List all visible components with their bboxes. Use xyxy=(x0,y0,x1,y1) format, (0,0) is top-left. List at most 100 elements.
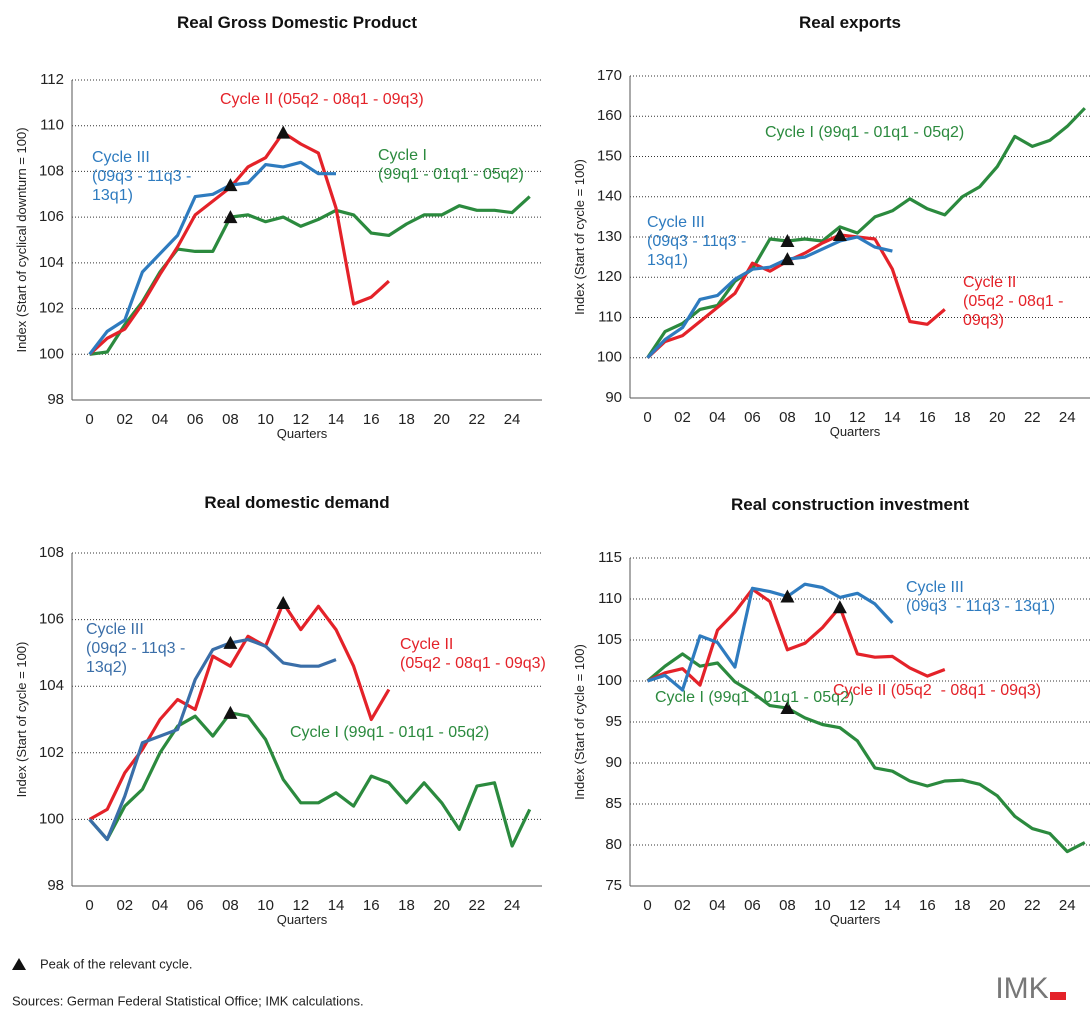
peak-marker xyxy=(223,210,238,224)
series-label-box: Cycle II (05q2 - 08q1 - 09q3) xyxy=(963,274,1064,329)
x-tick-label: 10 xyxy=(257,897,274,914)
x-tick-label: 16 xyxy=(919,409,936,426)
y-tick-label: 100 xyxy=(597,672,622,689)
x-tick-label: 14 xyxy=(328,897,345,914)
series-label: Cycle II (05q2 - 08q1 - 09q3) xyxy=(833,682,1042,699)
series-label: Cycle III (09q3 - 11q3 - 13q1) xyxy=(906,579,1056,615)
x-tick-label: 12 xyxy=(849,409,866,426)
x-axis-label: Quarters xyxy=(830,912,881,927)
y-tick-label: 85 xyxy=(605,795,622,812)
y-tick-label: 100 xyxy=(39,810,64,827)
x-tick-label: 22 xyxy=(469,411,486,428)
y-tick-label: 106 xyxy=(39,208,64,225)
peak-marker xyxy=(223,705,238,719)
y-tick-label: 150 xyxy=(597,147,622,164)
x-tick-label: 20 xyxy=(989,897,1006,914)
y-tick-label: 130 xyxy=(597,228,622,245)
x-tick-label: 10 xyxy=(814,409,831,426)
x-tick-label: 04 xyxy=(152,897,169,914)
y-tick-label: 95 xyxy=(605,713,622,730)
logo-mark xyxy=(1050,992,1066,1000)
y-tick-label: 110 xyxy=(40,117,64,134)
x-tick-label: 18 xyxy=(398,897,415,914)
x-tick-label: 08 xyxy=(222,897,239,914)
peak-marker xyxy=(780,589,795,603)
x-tick-label: 22 xyxy=(1024,897,1041,914)
series-label-box: Cycle III (09q3 - 11q3 - 13q1) xyxy=(647,214,746,269)
x-tick-label: 22 xyxy=(469,897,486,914)
x-axis-label: Quarters xyxy=(277,426,328,441)
peak-marker xyxy=(780,701,795,715)
series-line xyxy=(646,107,1086,359)
y-tick-label: 90 xyxy=(605,754,622,771)
source: Sources: German Federal Statistical Offi… xyxy=(12,993,364,1008)
note: Peak of the relevant cycle. xyxy=(40,956,192,971)
y-tick-label: 80 xyxy=(605,836,622,853)
series-line xyxy=(89,195,531,356)
series-line xyxy=(647,582,894,692)
series-line xyxy=(646,587,946,687)
x-tick-label: 02 xyxy=(674,897,691,914)
y-tick-label: 115 xyxy=(598,549,622,566)
peak-marker xyxy=(223,178,238,192)
y-tick-label: 90 xyxy=(605,389,622,406)
chart-title: Real exports xyxy=(799,13,901,32)
x-tick-label: 16 xyxy=(363,411,380,428)
chart-title: Real construction investment xyxy=(731,495,969,514)
x-tick-label: 04 xyxy=(709,897,726,914)
series-line xyxy=(646,235,893,359)
y-axis-label: Index (Start of cycle = 100) xyxy=(572,644,587,800)
x-tick-label: 10 xyxy=(814,897,831,914)
x-tick-label: 08 xyxy=(779,409,796,426)
peak-marker xyxy=(223,635,238,649)
series-label: Cycle III (09q2 - 11q3 - 13q2) xyxy=(86,621,186,676)
x-tick-label: 18 xyxy=(954,409,971,426)
y-tick-label: 98 xyxy=(47,877,64,894)
y-tick-label: 105 xyxy=(597,631,622,648)
y-tick-label: 120 xyxy=(597,268,622,285)
x-tick-label: 20 xyxy=(433,897,450,914)
series-line xyxy=(88,638,337,841)
y-tick-label: 170 xyxy=(597,67,622,84)
series-line xyxy=(88,131,390,356)
y-axis-label: Index (Start of cycle = 100) xyxy=(14,642,29,798)
x-tick-label: 14 xyxy=(884,409,901,426)
x-tick-label: 02 xyxy=(116,411,133,428)
y-tick-label: 98 xyxy=(47,391,64,408)
y-tick-label: 160 xyxy=(597,107,622,124)
series-label: Cycle I (99q1 - 01q1 - 05q2) xyxy=(655,689,855,706)
series-label-box: Cycle I (99q1 - 01q1 - 05q2) xyxy=(765,124,965,141)
peak-marker xyxy=(276,595,291,609)
peak-marker xyxy=(780,252,795,266)
x-tick-label: 12 xyxy=(292,897,309,914)
series-label: Cycle I (99q1 - 01q1 - 05q2) xyxy=(378,147,524,183)
x-tick-label: 02 xyxy=(674,409,691,426)
x-tick-label: 08 xyxy=(779,897,796,914)
x-tick-label: 24 xyxy=(1059,897,1076,914)
x-tick-label: 10 xyxy=(257,411,274,428)
y-tick-label: 104 xyxy=(39,254,64,271)
y-tick-label: 112 xyxy=(40,71,64,88)
x-tick-label: 08 xyxy=(222,411,239,428)
x-tick-label: 16 xyxy=(363,897,380,914)
series-label-box: Cycle III (09q2 - 11q3 - 13q2) xyxy=(86,621,186,676)
x-tick-label: 24 xyxy=(504,411,521,428)
x-tick-label: 02 xyxy=(116,897,133,914)
x-tick-label: 14 xyxy=(884,897,901,914)
peak-marker xyxy=(832,600,847,614)
y-tick-label: 100 xyxy=(39,345,64,362)
x-tick-label: 06 xyxy=(187,411,204,428)
x-tick-label: 06 xyxy=(744,409,761,426)
x-tick-label: 0 xyxy=(643,409,651,426)
series-line xyxy=(88,711,532,848)
x-tick-label: 16 xyxy=(919,897,936,914)
chart-title: Real domestic demand xyxy=(204,493,389,512)
x-tick-label: 12 xyxy=(849,897,866,914)
x-tick-label: 18 xyxy=(398,411,415,428)
series-label: Cycle I (99q1 - 01q1 - 05q2) xyxy=(765,124,965,141)
peak-marker xyxy=(832,227,847,241)
series-label: Cycle II (05q2 - 08q1 - 09q3) xyxy=(220,91,424,108)
series-label-box: Cycle I (99q1 - 01q1 - 05q2) xyxy=(655,689,855,706)
